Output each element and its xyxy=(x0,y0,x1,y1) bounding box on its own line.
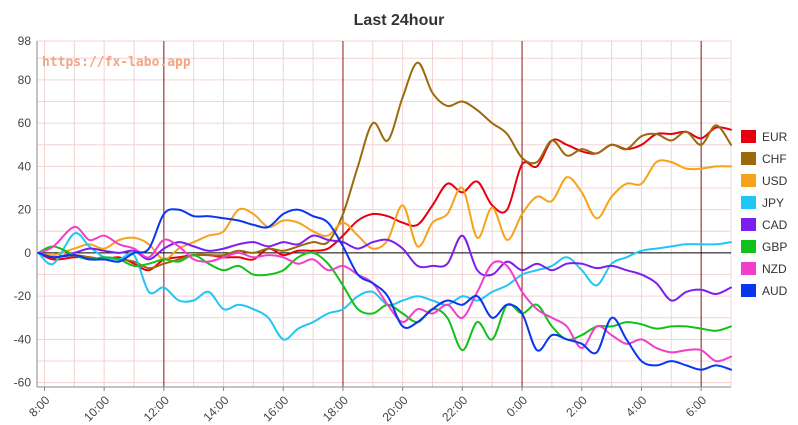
legend-swatch-cad xyxy=(741,218,756,231)
y-tick-labels: 98 80 60 40 20 0 -20 -40 -60 xyxy=(14,34,32,390)
legend-label-gbp: GBP xyxy=(762,240,787,254)
legend-label-chf: CHF xyxy=(762,152,787,166)
axes xyxy=(36,41,731,388)
x-tick-label: 22:00 xyxy=(439,393,470,424)
x-tick-label: 16:00 xyxy=(260,393,291,424)
legend-swatch-eur xyxy=(741,130,756,143)
y-tick-label: 40 xyxy=(18,159,32,173)
legend-swatch-gbp xyxy=(741,240,756,253)
y-tick-label: 60 xyxy=(18,116,32,130)
x-tick-label: 20:00 xyxy=(380,393,411,424)
x-tick-label: 0:00 xyxy=(504,393,531,420)
legend-label-aud: AUD xyxy=(762,284,788,298)
series-line-cad xyxy=(37,234,732,302)
chart-title: Last 24hour xyxy=(354,12,445,29)
x-tick-label: 2:00 xyxy=(563,393,590,420)
x-tick-label: 4:00 xyxy=(623,393,650,420)
series-lines xyxy=(37,61,732,371)
legend-label-nzd: NZD xyxy=(762,262,787,276)
legend-label-jpy: JPY xyxy=(762,196,784,210)
x-tick-label: 12:00 xyxy=(141,393,172,424)
legend-swatch-nzd xyxy=(741,262,756,275)
grid-lines xyxy=(37,40,732,387)
x-tick-label: 10:00 xyxy=(81,393,112,424)
y-tick-label: 20 xyxy=(18,203,32,217)
x-tick-label: 14:00 xyxy=(200,393,231,424)
legend-label-eur: EUR xyxy=(762,130,788,144)
series-line-nzd xyxy=(37,226,732,363)
x-tick-label: 18:00 xyxy=(320,393,351,424)
y-tick-label: -60 xyxy=(14,376,32,390)
x-tick-label: 6:00 xyxy=(683,393,710,420)
legend-swatch-chf xyxy=(741,152,756,165)
series-line-chf xyxy=(37,61,732,270)
series-line-jpy xyxy=(37,232,732,341)
y-tick-label: 98 xyxy=(18,34,32,48)
x-tick-labels: 8:00 10:00 12:00 14:00 16:00 18:00 20:00 22:00 0… xyxy=(26,387,709,424)
series-line-aud xyxy=(37,208,732,371)
y-tick-label: 0 xyxy=(24,246,31,260)
legend: EUR CHF USD JPY CAD GBP NZD AUD xyxy=(741,130,788,298)
y-tick-label: -40 xyxy=(14,332,32,346)
legend-label-usd: USD xyxy=(762,174,788,188)
watermark-text: https://fx-labo.app xyxy=(42,55,191,70)
y-tick-label: 80 xyxy=(18,73,32,87)
y-tick-label: -20 xyxy=(14,289,32,303)
legend-swatch-aud xyxy=(741,284,756,297)
legend-swatch-jpy xyxy=(741,196,756,209)
x-tick-label: 8:00 xyxy=(26,393,53,420)
series-line-gbp xyxy=(37,245,732,352)
legend-swatch-usd xyxy=(741,174,756,187)
legend-label-cad: CAD xyxy=(762,218,788,232)
